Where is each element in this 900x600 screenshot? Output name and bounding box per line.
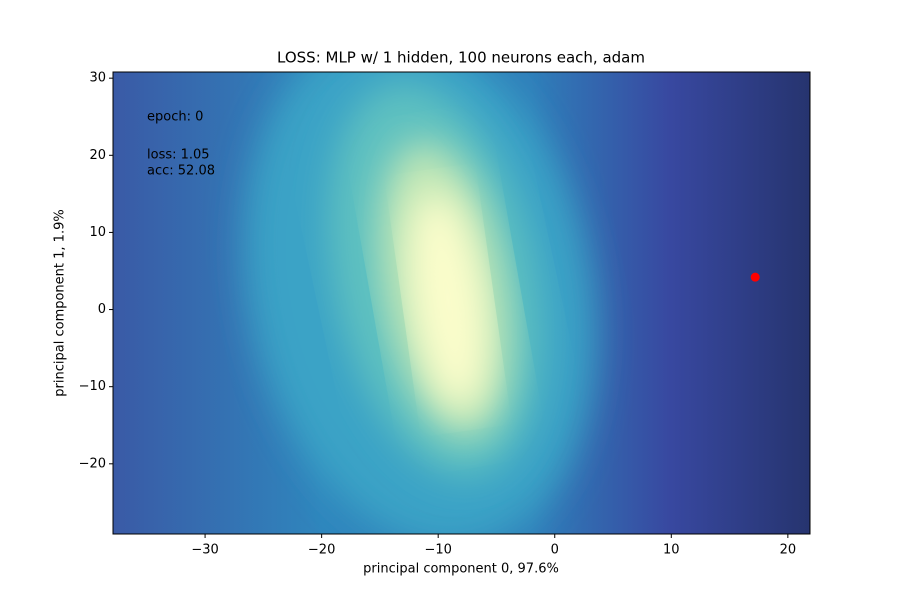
y-tick-label: 30	[89, 71, 106, 86]
annotation: acc: 52.08	[147, 164, 215, 179]
x-tick-label: −10	[424, 543, 451, 558]
loss-surface	[113, 72, 810, 534]
x-tick-label: −30	[191, 543, 218, 558]
y-tick-label: −20	[79, 456, 106, 471]
point	[750, 272, 760, 282]
annotation: loss: 1.05	[147, 148, 210, 163]
y-tick-label: 20	[89, 148, 106, 163]
y-tick-label: −10	[79, 379, 106, 394]
x-axis-label: principal component 0, 97.6%	[363, 562, 559, 577]
x-tick-label: 10	[663, 543, 680, 558]
y-tick-label: 0	[98, 302, 106, 317]
x-tick-label: 20	[780, 543, 797, 558]
plot-frame	[112, 71, 811, 535]
y-tick-label: 10	[89, 225, 106, 240]
chart-title: LOSS: MLP w/ 1 hidden, 100 neurons each,…	[277, 49, 645, 67]
annotation: epoch: 0	[147, 110, 203, 125]
x-tick-label: −20	[308, 543, 335, 558]
y-axis-label: principal component 1, 1.9%	[53, 209, 68, 396]
x-tick-label: 0	[551, 543, 559, 558]
